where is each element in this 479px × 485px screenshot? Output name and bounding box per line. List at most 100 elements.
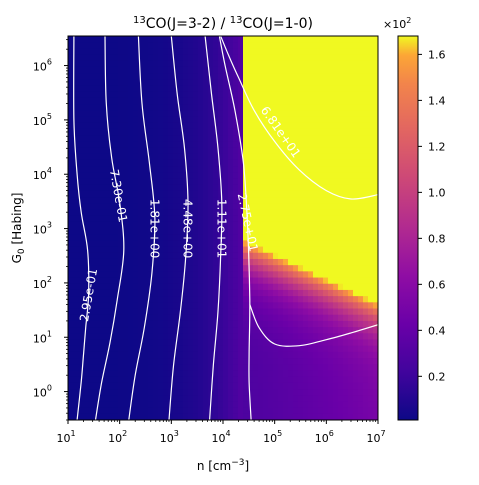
heatmap-cell [208,296,214,303]
heatmap-cell [88,141,94,149]
heatmap-cell [133,407,139,415]
heatmap-cell [138,240,144,248]
heatmap-cell [88,401,94,409]
heatmap-cell [238,327,244,334]
heatmap-cell [128,178,134,186]
heatmap-cell [313,246,319,254]
heatmap-cell [228,209,234,217]
heatmap-cell [228,147,234,155]
heatmap-cell [193,289,199,297]
heatmap-cell [328,401,334,409]
heatmap-cell [213,345,219,353]
heatmap-cell [108,79,114,87]
heatmap-cell [318,370,324,378]
heatmap-cell [273,110,279,118]
heatmap-cell [178,110,184,118]
heatmap-cell [273,265,279,272]
heatmap-cell [83,209,89,217]
heatmap-cell [373,252,378,260]
heatmap-cell [273,147,279,155]
heatmap-cell [253,79,259,87]
heatmap-cell [203,79,209,87]
heatmap-cell [148,395,154,403]
heatmap-cell [343,296,349,303]
heatmap-cell [183,382,189,390]
heatmap-cell [283,159,289,167]
heatmap-cell [323,345,329,353]
heatmap-cell [298,308,304,316]
heatmap-cell [103,135,109,142]
heatmap-cell [353,197,359,204]
heatmap-cell [193,73,199,80]
heatmap-cell [198,333,204,341]
heatmap-cell [363,333,369,341]
heatmap-cell [348,221,354,229]
heatmap-cell [268,246,274,254]
heatmap-cell [283,358,289,365]
heatmap-cell [173,302,179,310]
heatmap-cell [358,97,364,105]
heatmap-cell [298,345,304,353]
heatmap-cell [143,339,149,347]
heatmap-cell [158,314,164,322]
heatmap-cell [263,184,269,192]
heatmap-cell [228,203,234,211]
heatmap-cell [123,91,129,99]
heatmap-cell [253,42,259,49]
heatmap-cell [173,178,179,186]
heatmap-cell [133,159,139,167]
heatmap-cell [258,110,264,118]
heatmap-cell [328,215,334,223]
heatmap-cell [243,376,249,384]
heatmap-cell [223,147,229,155]
heatmap-cell [343,122,349,130]
heatmap-cell [98,240,104,248]
heatmap-cell [288,333,294,341]
heatmap-cell [78,283,84,291]
heatmap-cell [73,42,79,49]
heatmap-cell [288,401,294,409]
heatmap-cell [353,320,359,328]
heatmap-cell [183,54,189,62]
heatmap-cell [138,395,144,403]
heatmap-cell [188,395,194,403]
heatmap-cell [228,413,234,420]
heatmap-cell [258,252,264,260]
heatmap-cell [138,296,144,303]
heatmap-cell [278,159,284,167]
heatmap-cell [108,401,114,409]
heatmap-cell [73,228,79,235]
heatmap-cell [233,376,239,384]
heatmap-cell [68,228,74,235]
heatmap-cell [278,172,284,180]
heatmap-cell [208,358,214,365]
heatmap-cell [148,320,154,328]
heatmap-cell [358,36,364,43]
heatmap-cell [198,320,204,328]
heatmap-cell [323,339,329,347]
heatmap-cell [98,370,104,378]
heatmap-cell [338,413,344,420]
heatmap-cell [223,252,229,260]
heatmap-cell [223,333,229,341]
heatmap-cell [68,209,74,217]
heatmap-cell [333,240,339,248]
heatmap-cell [168,382,174,390]
heatmap-cell [288,407,294,415]
heatmap-cell [233,36,239,43]
heatmap-cell [128,97,134,105]
heatmap-cell [263,153,269,161]
heatmap-cell [233,302,239,310]
heatmap-cell [358,289,364,297]
heatmap-cell [273,333,279,341]
heatmap-cell [153,153,159,161]
heatmap-cell [118,345,124,353]
heatmap-cell [143,73,149,80]
heatmap-cell [78,66,84,74]
heatmap-cell [68,370,74,378]
heatmap-cell [303,351,309,359]
heatmap-cell [368,79,374,87]
heatmap-cell [248,42,254,49]
heatmap-cell [363,246,369,254]
heatmap-cell [333,116,339,124]
